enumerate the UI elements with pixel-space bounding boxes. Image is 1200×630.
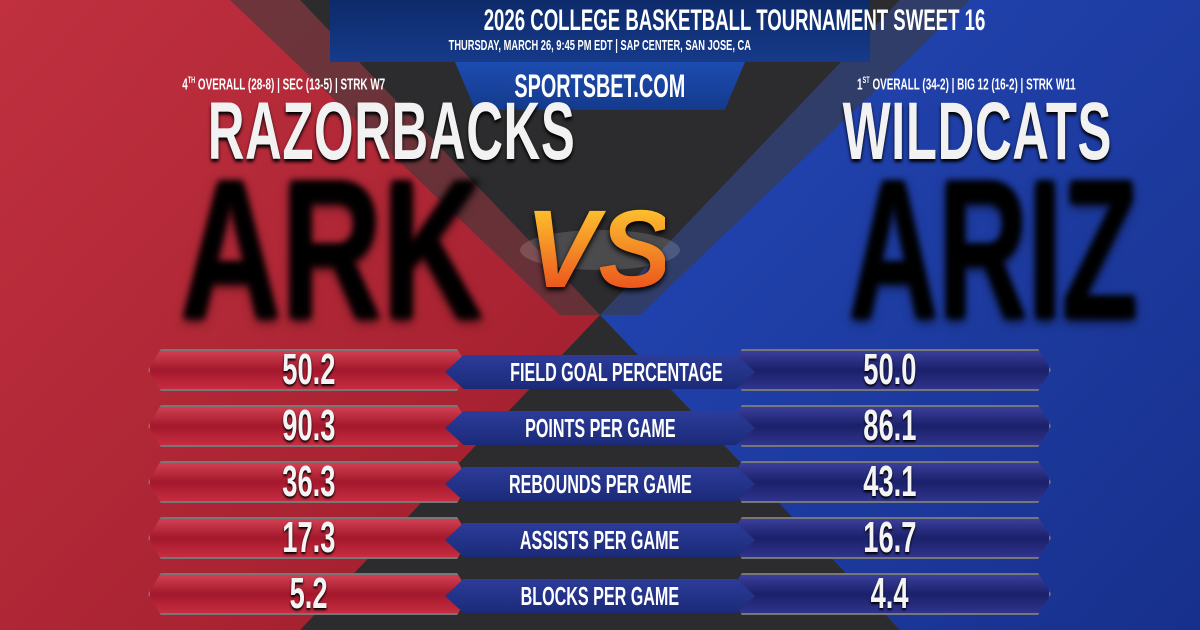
left-stat-value: 90.3: [282, 401, 336, 450]
right-stat-bar: [729, 461, 1051, 503]
left-team-record: 4TH OVERALL (28-8) | SEC (13-5) | STRK W…: [182, 75, 386, 94]
stat-row: 36.3 43.1 REBOUNDS PER GAME: [0, 459, 1200, 505]
vs-logo: VS: [525, 188, 672, 311]
stat-label-bar: [445, 355, 755, 389]
header-banner: [330, 0, 870, 62]
stat-label: POINTS PER GAME: [524, 413, 676, 443]
stat-label-bar: [445, 579, 755, 613]
left-stat-value: 5.2: [290, 569, 328, 618]
site-banner: [455, 62, 745, 110]
right-team-nickname: WILDCATS: [842, 86, 1113, 177]
right-stat-bar: [729, 405, 1051, 447]
stat-row: 90.3 86.1 POINTS PER GAME: [0, 403, 1200, 449]
stat-label-bar: [445, 523, 755, 557]
right-team-abbr: ARIZ: [760, 145, 1138, 345]
event-title: 2026 COLLEGE BASKETBALL TOURNAMENT SWEET…: [483, 4, 986, 37]
left-stat-bar: [148, 461, 470, 503]
right-stat-bar: [729, 349, 1051, 391]
stat-label: FIELD GOAL PERCENTAGE: [510, 357, 723, 387]
right-stat-bar: [729, 573, 1051, 615]
left-stat-value: 50.2: [282, 345, 336, 394]
left-stat-value: 36.3: [282, 457, 336, 506]
site-link[interactable]: SPORTSBET.COM: [514, 68, 686, 104]
left-stat-value: 17.3: [282, 513, 336, 562]
stat-label: ASSISTS PER GAME: [520, 525, 680, 555]
stat-label: REBOUNDS PER GAME: [508, 469, 692, 499]
left-team-nickname: RAZORBACKS: [207, 86, 576, 177]
right-stat-value: 86.1: [863, 401, 917, 450]
right-stat-bar: [729, 517, 1051, 559]
stat-label: BLOCKS PER GAME: [520, 581, 680, 611]
stat-row: 50.2 50.0 FIELD GOAL PERCENTAGE: [0, 347, 1200, 393]
event-details: THURSDAY, MARCH 26, 9:45 PM EDT | SAP CE…: [448, 37, 752, 54]
left-team-abbr: ARK: [115, 145, 483, 345]
right-stat-value: 4.4: [871, 569, 909, 618]
stat-label-bar: [445, 411, 755, 445]
stat-row: 17.3 16.7 ASSISTS PER GAME: [0, 515, 1200, 561]
right-stat-value: 43.1: [863, 457, 917, 506]
right-stat-value: 16.7: [863, 513, 917, 562]
left-stat-bar: [148, 349, 470, 391]
right-stat-value: 50.0: [863, 345, 917, 394]
left-stat-bar: [148, 573, 470, 615]
right-team-record: 1ST OVERALL (34-2) | BIG 12 (16-2) | STR…: [857, 75, 1076, 94]
stat-row: 5.2 4.4 BLOCKS PER GAME: [0, 571, 1200, 617]
stat-label-bar: [445, 467, 755, 501]
